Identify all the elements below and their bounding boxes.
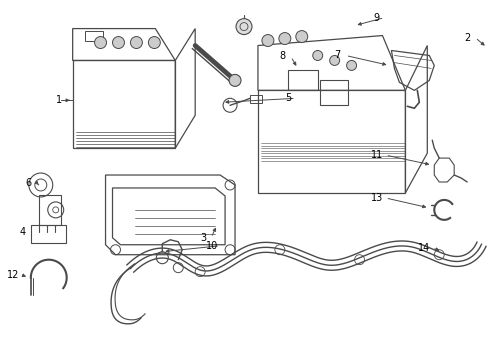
Circle shape [346, 60, 357, 71]
Text: 2: 2 [464, 32, 470, 42]
Bar [250, 95, 262, 103]
Text: 5: 5 [285, 93, 291, 103]
Text: 3: 3 [200, 233, 206, 243]
Circle shape [279, 32, 291, 45]
Text: 1: 1 [56, 95, 62, 105]
Text: 8: 8 [280, 51, 286, 62]
Bar [319, 80, 347, 105]
Circle shape [113, 37, 124, 49]
Text: 13: 13 [371, 193, 384, 203]
Text: 14: 14 [418, 243, 430, 253]
Circle shape [130, 37, 143, 49]
Text: 10: 10 [206, 241, 218, 251]
Text: 7: 7 [335, 50, 341, 60]
Bar [39, 195, 61, 225]
Bar [288, 71, 318, 90]
Circle shape [95, 37, 106, 49]
Circle shape [236, 19, 252, 35]
Text: 11: 11 [371, 150, 384, 160]
Text: 12: 12 [7, 270, 19, 280]
Circle shape [330, 55, 340, 66]
Text: 4: 4 [20, 227, 26, 237]
Circle shape [296, 31, 308, 42]
Text: 9: 9 [373, 13, 380, 23]
Bar [85, 31, 102, 41]
Text: 6: 6 [26, 178, 32, 188]
Bar [31, 225, 66, 243]
Circle shape [148, 37, 160, 49]
Circle shape [313, 50, 323, 60]
Circle shape [229, 75, 241, 86]
Circle shape [262, 35, 274, 46]
